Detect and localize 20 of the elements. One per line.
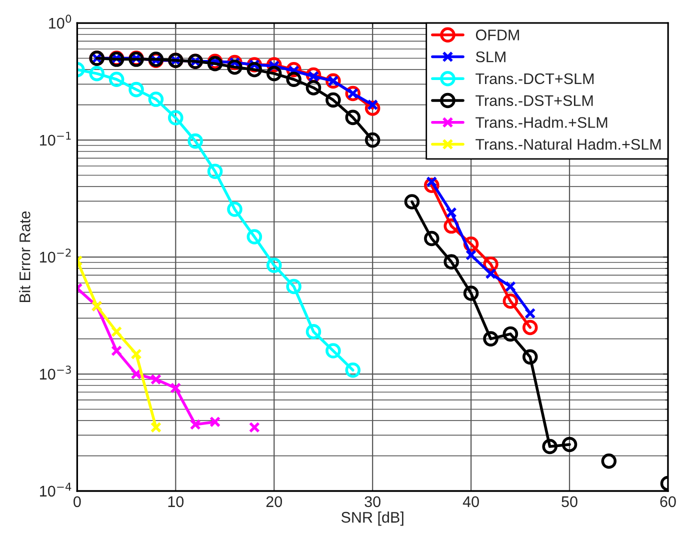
y-axis-title: Bit Error Rate [19,211,30,302]
legend-label: Trans.-Hadm.+SLM [476,116,608,128]
y-tick-label: 10$^{0}$ [49,14,72,29]
x-tick-label: 50 [562,496,578,508]
legend-label: OFDM [476,30,519,40]
legend-label: Trans.-DST+SLM [476,95,593,106]
x-tick-label: 0 [74,496,81,508]
y-tick-label: 10$^{−1}$ [40,132,71,146]
x-axis-title: SNR [dB] [341,512,404,526]
legend-label: Trans.-Natural Hadm.+SLM [476,138,661,150]
x-tick-label: 60 [660,496,676,508]
x-tick-label: 10 [168,496,184,508]
y-tick-label: 10$^{−2}$ [40,248,71,263]
x-tick-label: 30 [364,496,380,508]
legend-label: SLM [476,51,506,62]
x-tick-label: 40 [462,496,479,508]
legend-label: Trans.-DCT+SLM [476,73,594,84]
y-tick-label: 10$^{−4}$ [40,482,72,497]
x-tick-label: 20 [266,496,282,508]
y-tick-label: 10$^{−3}$ [40,366,71,380]
